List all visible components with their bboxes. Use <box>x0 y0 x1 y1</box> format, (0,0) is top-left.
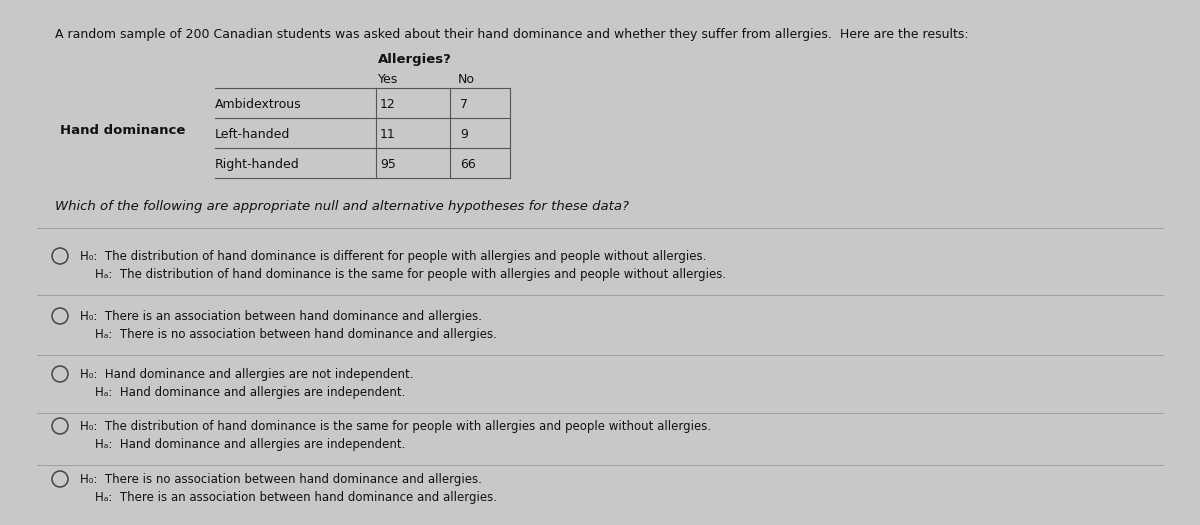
Text: Hₐ:  The distribution of hand dominance is the same for people with allergies an: Hₐ: The distribution of hand dominance i… <box>95 268 726 281</box>
Text: Hₐ:  There is no association between hand dominance and allergies.: Hₐ: There is no association between hand… <box>95 328 497 341</box>
Text: Allergies?: Allergies? <box>378 53 452 66</box>
Text: H₀:  There is an association between hand dominance and allergies.: H₀: There is an association between hand… <box>80 310 482 323</box>
Text: Ambidextrous: Ambidextrous <box>215 98 301 111</box>
Text: Hₐ:  Hand dominance and allergies are independent.: Hₐ: Hand dominance and allergies are ind… <box>95 386 406 399</box>
Text: 7: 7 <box>460 98 468 111</box>
Text: 11: 11 <box>380 128 396 141</box>
Text: Yes: Yes <box>378 73 398 86</box>
Text: Right-handed: Right-handed <box>215 158 300 171</box>
Text: Hₐ:  Hand dominance and allergies are independent.: Hₐ: Hand dominance and allergies are ind… <box>95 438 406 451</box>
Text: Hand dominance: Hand dominance <box>60 123 185 136</box>
Text: H₀:  The distribution of hand dominance is the same for people with allergies an: H₀: The distribution of hand dominance i… <box>80 420 712 433</box>
Text: Hₐ:  There is an association between hand dominance and allergies.: Hₐ: There is an association between hand… <box>95 491 497 504</box>
Text: 95: 95 <box>380 158 396 171</box>
Text: Which of the following are appropriate null and alternative hypotheses for these: Which of the following are appropriate n… <box>55 200 629 213</box>
Text: 12: 12 <box>380 98 396 111</box>
Text: H₀:  There is no association between hand dominance and allergies.: H₀: There is no association between hand… <box>80 473 482 486</box>
Text: 9: 9 <box>460 128 468 141</box>
Text: 66: 66 <box>460 158 475 171</box>
Text: A random sample of 200 Canadian students was asked about their hand dominance an: A random sample of 200 Canadian students… <box>55 28 968 41</box>
Text: No: No <box>458 73 475 86</box>
Text: H₀:  The distribution of hand dominance is different for people with allergies a: H₀: The distribution of hand dominance i… <box>80 250 707 263</box>
Text: H₀:  Hand dominance and allergies are not independent.: H₀: Hand dominance and allergies are not… <box>80 368 414 381</box>
Text: Left-handed: Left-handed <box>215 128 290 141</box>
